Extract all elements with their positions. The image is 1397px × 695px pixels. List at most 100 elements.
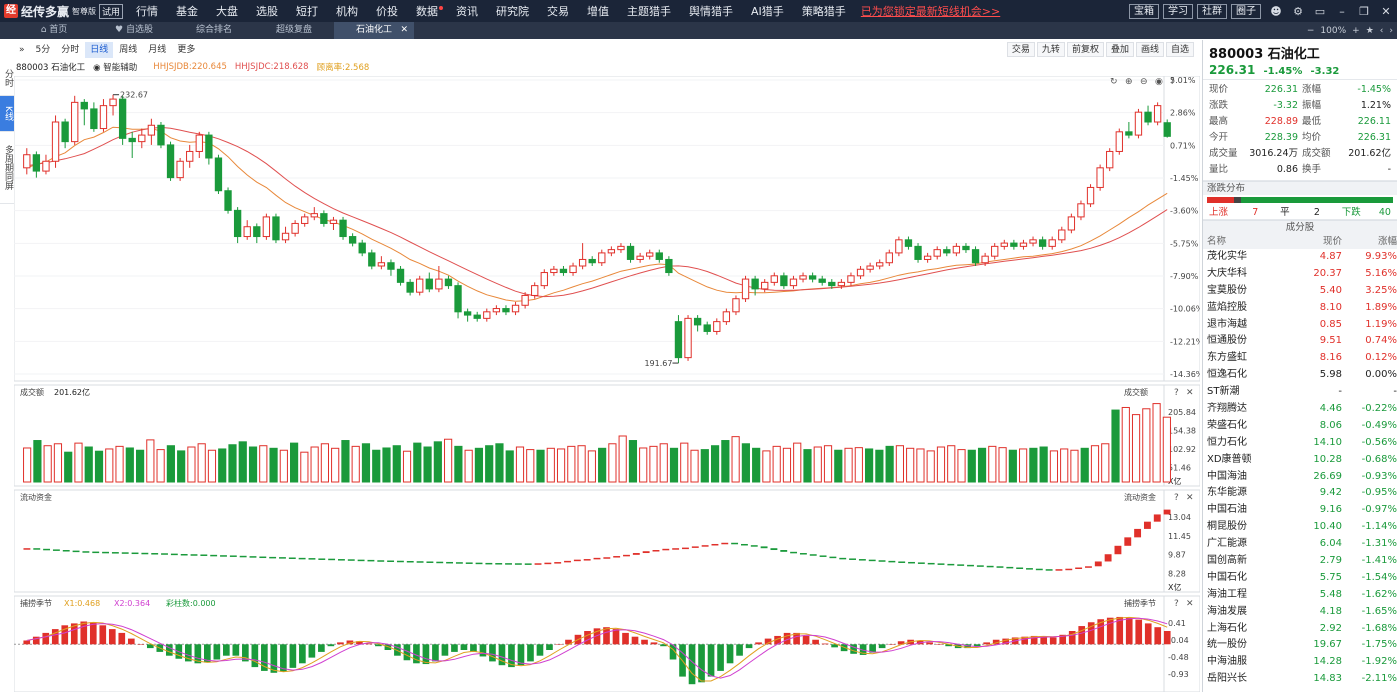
component-row[interactable]: 中国石油 9.16 -0.97%	[1203, 502, 1397, 519]
period-3[interactable]: 周线	[119, 45, 138, 55]
left-tab-0[interactable]: 分时	[0, 60, 14, 96]
col-price[interactable]: 现价	[1322, 236, 1342, 247]
tool-4[interactable]: 画线	[1135, 42, 1164, 57]
component-row[interactable]: 海油工程 5.48 -1.62%	[1203, 587, 1397, 604]
season-bar	[270, 644, 278, 673]
menu-item-12[interactable]: 主题猎手	[627, 5, 672, 18]
volume-bar	[1008, 449, 1017, 483]
component-row[interactable]: 蓝焰控股 8.10 1.89%	[1203, 300, 1397, 317]
col-name[interactable]: 名称	[1207, 236, 1227, 247]
panel-icon-1[interactable]: ?	[1174, 388, 1179, 398]
window-icon[interactable]: ▭	[1314, 4, 1326, 18]
menu-item-3[interactable]: 选股	[256, 5, 279, 18]
menu-item-7[interactable]: 数据	[407, 3, 447, 19]
period-2[interactable]: 日线	[85, 42, 114, 58]
panel-icon-1[interactable]: ✕	[1186, 388, 1194, 398]
component-row[interactable]: 退市海越 0.85 1.19%	[1203, 317, 1397, 334]
menu-item-5[interactable]: 机构	[336, 5, 359, 18]
smart-assist-toggle[interactable]: ◉ 智能辅助	[93, 63, 138, 73]
tab-4[interactable]: 石油化工 ✕	[334, 22, 414, 39]
tab-1[interactable]: ♥ 自选股	[94, 22, 174, 39]
back-icon[interactable]: ‹	[1379, 25, 1384, 36]
component-row[interactable]: 桐昆股份 10.40 -1.14%	[1203, 519, 1397, 536]
restore-icon[interactable]: ❐	[1359, 4, 1369, 18]
chart-tool-icon[interactable]: ⊖	[1140, 77, 1148, 87]
tab-0[interactable]: ⌂ 首页	[14, 22, 94, 39]
flow-bar	[632, 553, 640, 555]
menu-item-9[interactable]: 研究院	[496, 5, 530, 18]
component-row[interactable]: 茂化实华 4.87 9.93%	[1203, 249, 1397, 266]
tab-close-icon[interactable]: ✕	[400, 25, 408, 35]
user-icon[interactable]: ☻	[1270, 4, 1282, 18]
tab-3[interactable]: 超级复盘	[254, 22, 334, 39]
component-row[interactable]: 统一股份 19.67 -1.75%	[1203, 637, 1397, 654]
chart-tool-icon[interactable]: ?	[1170, 77, 1175, 87]
zoom-out-icon[interactable]: −	[1306, 25, 1315, 36]
component-row[interactable]: 国创高新 2.79 -1.41%	[1203, 553, 1397, 570]
component-row[interactable]: 宝莫股份 5.40 3.25%	[1203, 283, 1397, 300]
period-0[interactable]: 5分	[35, 45, 51, 55]
forward-icon[interactable]: ›	[1389, 25, 1393, 36]
component-row[interactable]: 中国海油 26.69 -0.93%	[1203, 469, 1397, 486]
chart-tool-icon[interactable]: ↻	[1110, 77, 1118, 87]
menu-item-4[interactable]: 短打	[296, 5, 319, 18]
component-row[interactable]: 恒力石化 14.10 -0.56%	[1203, 435, 1397, 452]
menu-item-10[interactable]: 交易	[547, 5, 570, 18]
component-row[interactable]: 齐翔腾达 4.46 -0.22%	[1203, 401, 1397, 418]
collapse-icon[interactable]: »	[19, 45, 25, 55]
menu-item-13[interactable]: 舆情猎手	[689, 5, 734, 18]
component-row[interactable]: ST新潮 - -	[1203, 384, 1397, 401]
chart-tool-icon[interactable]: ◉	[1155, 77, 1163, 87]
component-row[interactable]: 海油发展 4.18 -1.65%	[1203, 604, 1397, 621]
left-tab-2[interactable]: 多周期同屏	[0, 132, 14, 204]
component-row[interactable]: 恒通股份 9.51 0.74%	[1203, 333, 1397, 350]
component-row[interactable]: 中国石化 5.75 -1.54%	[1203, 570, 1397, 587]
menu-item-0[interactable]: 行情	[136, 5, 159, 18]
tool-3[interactable]: 叠加	[1105, 42, 1134, 57]
component-row[interactable]: 荣盛石化 8.06 -0.49%	[1203, 418, 1397, 435]
component-row[interactable]: 东华能源 9.42 -0.95%	[1203, 485, 1397, 502]
favorite-icon[interactable]: ★	[1365, 25, 1374, 36]
menu-item-14[interactable]: AI猎手	[751, 5, 784, 18]
top-button-2[interactable]: 社群	[1197, 3, 1227, 19]
top-button-3[interactable]: 圈子	[1231, 3, 1261, 19]
component-row[interactable]: 东方盛虹 8.16 0.12%	[1203, 350, 1397, 367]
minimize-icon[interactable]: –	[1339, 4, 1345, 18]
period-1[interactable]: 分时	[61, 45, 80, 55]
tool-2[interactable]: 前复权	[1066, 42, 1104, 57]
candle-body	[272, 216, 280, 241]
close-icon[interactable]: ✕	[1381, 4, 1391, 18]
top-button-0[interactable]: 宝箱	[1129, 3, 1159, 19]
chart-tool-icon[interactable]: ⊕	[1125, 77, 1133, 87]
tool-5[interactable]: 自选	[1165, 42, 1194, 57]
panel-icon-2[interactable]: ?	[1174, 493, 1179, 503]
component-row[interactable]: 广汇能源 6.04 -1.31%	[1203, 536, 1397, 553]
chart-svg[interactable]: 5.01% 2.86% 0.71% -1.45% -3.60% -5.75% -7.90% -…	[13, 75, 1204, 693]
panel-icon-2[interactable]: ✕	[1186, 493, 1194, 503]
top-button-1[interactable]: 学习	[1163, 3, 1193, 19]
menu-item-6[interactable]: 价投	[376, 5, 399, 18]
component-row[interactable]: 恒逸石化 5.98 0.00%	[1203, 367, 1397, 384]
period-5[interactable]: 更多	[177, 45, 196, 55]
period-4[interactable]: 月线	[148, 45, 167, 55]
zoom-in-icon[interactable]: +	[1352, 25, 1360, 36]
promo-link[interactable]: 已为您锁定最新短线机会>>	[860, 5, 1001, 18]
component-row[interactable]: 岳阳兴长 14.83 -2.11%	[1203, 671, 1397, 688]
panel-icon-3[interactable]: ?	[1174, 599, 1179, 609]
menu-item-15[interactable]: 策略猎手	[801, 5, 846, 18]
tool-0[interactable]: 交易	[1006, 42, 1035, 57]
left-tab-1[interactable]: K线	[0, 96, 14, 132]
tab-2[interactable]: 综合排名	[174, 22, 254, 39]
component-row[interactable]: 中海油服 14.28 -1.92%	[1203, 654, 1397, 671]
col-change[interactable]: 涨幅	[1377, 236, 1397, 247]
menu-item-2[interactable]: 大盘	[216, 5, 239, 18]
menu-item-1[interactable]: 基金	[176, 5, 199, 18]
component-row[interactable]: XD康普顿 10.28 -0.68%	[1203, 452, 1397, 469]
component-row[interactable]: 大庆华科 20.37 5.16%	[1203, 266, 1397, 283]
menu-item-8[interactable]: 资讯	[456, 5, 479, 18]
menu-item-11[interactable]: 增值	[587, 5, 610, 18]
panel-icon-3[interactable]: ✕	[1186, 599, 1194, 609]
component-row[interactable]: 上海石化 2.92 -1.68%	[1203, 621, 1397, 638]
tool-1[interactable]: 九转	[1036, 42, 1065, 57]
gear-icon[interactable]: ⚙	[1293, 4, 1303, 18]
